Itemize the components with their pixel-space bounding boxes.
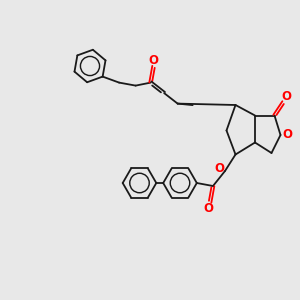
Text: O: O: [282, 128, 292, 142]
Text: O: O: [214, 162, 225, 175]
Text: O: O: [281, 90, 291, 103]
Text: O: O: [203, 202, 214, 215]
Text: O: O: [148, 54, 159, 67]
